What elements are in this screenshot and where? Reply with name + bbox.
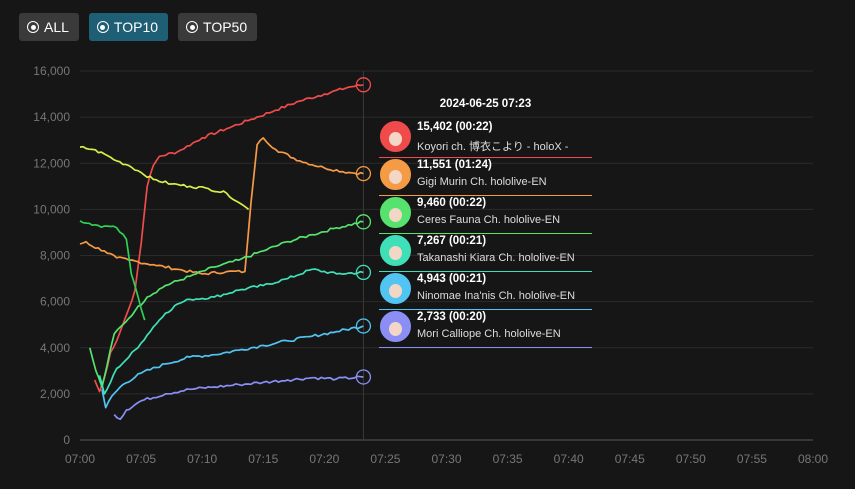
x-tick-label: 07:55 [737, 452, 767, 466]
x-tick-label: 07:35 [493, 452, 523, 466]
series-line [113, 375, 364, 421]
tooltip-legend: 15,402 (00:22) Koyori ch. 博衣こより - holoX -… [379, 120, 592, 348]
series-end-marker [355, 77, 372, 93]
avatar [380, 311, 411, 342]
series-line [79, 137, 364, 276]
legend-item: 11,551 (01:24) Gigi Murin Ch. hololive-EN [379, 158, 592, 196]
series-end-marker [355, 214, 372, 230]
avatar-face [389, 284, 402, 298]
legend-item: 7,267 (00:21) Takanashi Kiara Ch. hololiv… [379, 234, 592, 272]
y-tick-label: 0 [63, 433, 70, 447]
x-tick-label: 07:00 [65, 452, 95, 466]
legend-value: 9,460 (00:22) [417, 197, 487, 209]
avatar [380, 273, 411, 304]
avatar-face [389, 132, 402, 146]
avatar [380, 121, 411, 152]
filter-top10-button[interactable]: TOP10 [88, 13, 169, 41]
avatar [380, 197, 411, 228]
avatar [380, 159, 411, 190]
filter-top50-button[interactable]: TOP50 [178, 13, 258, 41]
radio-icon [27, 21, 39, 33]
radio-icon [96, 21, 109, 33]
y-tick-label: 12,000 [33, 156, 70, 170]
x-tick-label: 07:20 [309, 452, 339, 466]
series-line [98, 268, 364, 395]
x-tick-label: 07:45 [615, 452, 645, 466]
filter-bar: ALL TOP10 TOP50 [19, 13, 258, 41]
series-line [93, 83, 364, 393]
avatar [380, 235, 411, 266]
filter-label: TOP50 [203, 19, 248, 35]
legend-channel-name: Ninomae Ina'nis Ch. hololive-EN [417, 290, 576, 302]
y-tick-label: 6,000 [40, 295, 70, 309]
x-tick-label: 07:50 [676, 452, 706, 466]
series-end-marker [355, 318, 372, 334]
avatar-face [389, 170, 402, 184]
legend-item: 2,733 (00:20) Mori Calliope Ch. hololive-… [379, 310, 592, 348]
x-tick-label: 07:15 [248, 452, 278, 466]
x-tick-label: 07:05 [126, 452, 156, 466]
legend-channel-name: Mori Calliope Ch. hololive-EN [417, 328, 561, 340]
y-tick-label: 2,000 [40, 387, 70, 401]
y-tick-label: 14,000 [33, 110, 70, 124]
series-line [79, 220, 146, 321]
filter-all-button[interactable]: ALL [19, 13, 79, 41]
legend-value: 11,551 (01:24) [417, 159, 492, 171]
x-tick-label: 08:00 [798, 452, 828, 466]
legend-channel-name: Koyori ch. 博衣こより - holoX - [417, 141, 569, 153]
legend-item: 4,943 (00:21) Ninomae Ina'nis Ch. hololiv… [379, 272, 592, 310]
avatar-face [389, 208, 402, 222]
legend-channel-name: Takanashi Kiara Ch. hololive-EN [417, 252, 575, 264]
x-tick-label: 07:40 [554, 452, 584, 466]
y-tick-label: 10,000 [33, 202, 70, 216]
legend-value: 15,402 (00:22) [417, 121, 493, 133]
x-tick-label: 07:10 [187, 452, 217, 466]
radio-icon [186, 21, 199, 33]
series-end-marker [355, 165, 372, 182]
legend-item: 9,460 (00:22) Ceres Fauna Ch. hololive-EN [379, 196, 592, 234]
series-line [101, 325, 364, 409]
series-end-marker [355, 369, 372, 385]
legend-channel-name: Ceres Fauna Ch. hololive-EN [417, 214, 561, 226]
filter-label: TOP10 [113, 19, 159, 35]
series-end-marker [355, 264, 372, 281]
avatar-face [389, 322, 402, 336]
legend-item: 15,402 (00:22) Koyori ch. 博衣こより - holoX - [379, 120, 592, 158]
series-line [79, 145, 250, 211]
legend-value: 7,267 (00:21) [417, 235, 487, 247]
tooltip-time: 2024-06-25 07:23 [439, 98, 532, 110]
avatar-face [389, 246, 402, 260]
y-tick-label: 8,000 [40, 249, 70, 263]
x-tick-label: 07:25 [370, 452, 400, 466]
legend-channel-name: Gigi Murin Ch. hololive-EN [417, 176, 547, 188]
y-tick-label: 4,000 [40, 341, 70, 355]
x-tick-label: 07:30 [431, 452, 461, 466]
y-tick-label: 16,000 [33, 64, 70, 78]
filter-label: ALL [44, 19, 69, 35]
legend-value: 4,943 (00:21) [417, 273, 487, 285]
series-line [88, 220, 364, 388]
legend-value: 2,733 (00:20) [417, 311, 487, 323]
